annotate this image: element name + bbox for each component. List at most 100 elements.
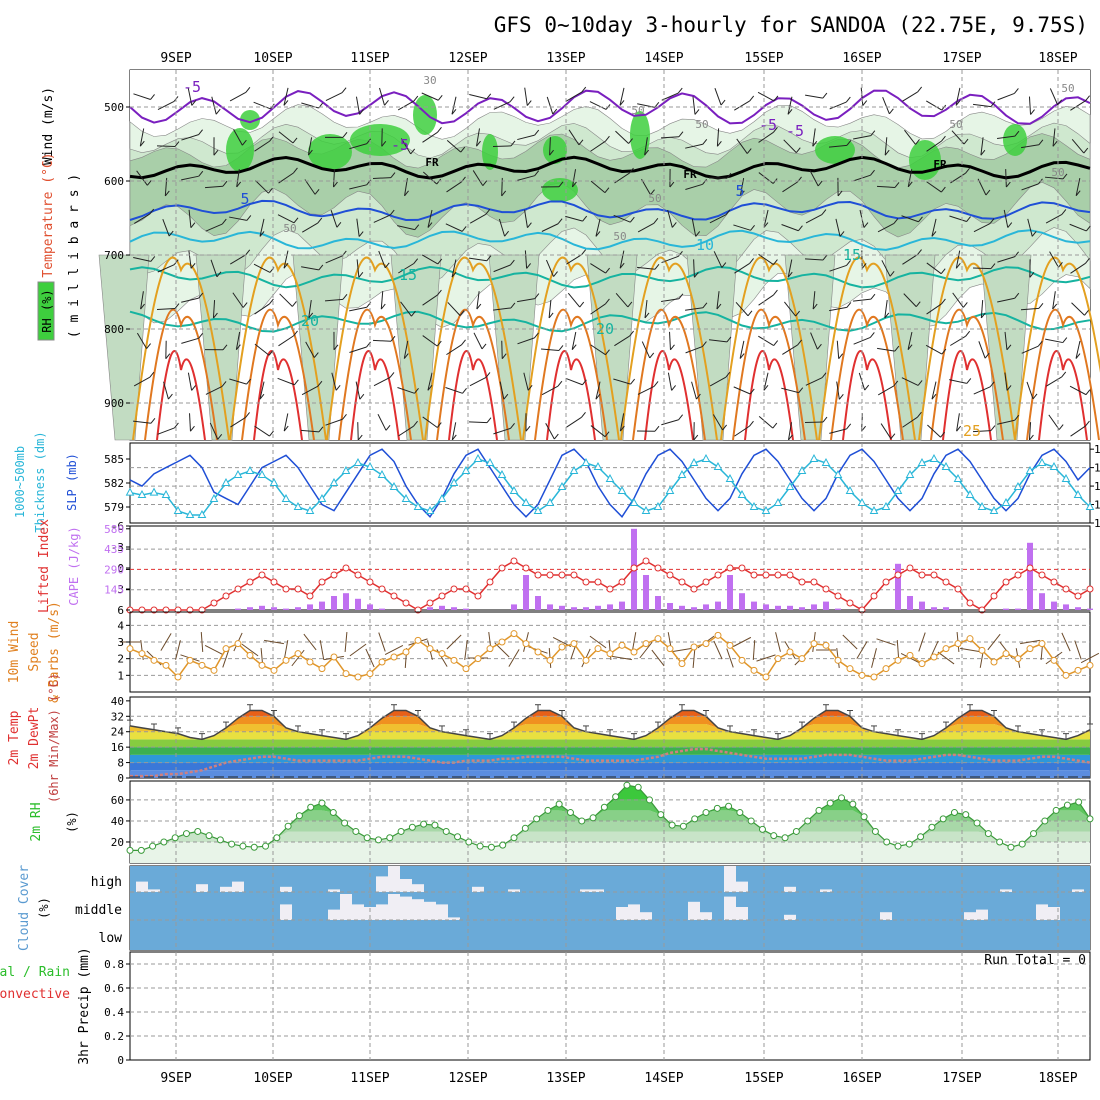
cape-bar: [331, 596, 337, 610]
middle-cloud-bar: [280, 904, 292, 920]
cape-bar: [283, 608, 289, 610]
wind-barb: [253, 101, 271, 110]
tick-label: 500: [104, 101, 124, 114]
wind-barb-flag: [1058, 261, 1063, 268]
contour-label: 50: [1051, 166, 1064, 179]
warm-contour: [534, 308, 608, 441]
wind-label: Wind (m/s): [41, 87, 56, 165]
wind-speed-marker: [282, 656, 290, 664]
wind-barb: [469, 257, 487, 262]
wind-barb-flag: [389, 372, 395, 378]
wind-barb-flag: [990, 425, 996, 431]
wind-barb-flag: [436, 178, 442, 185]
wind-barb-flag: [552, 108, 558, 115]
dewpoint-line: [130, 747, 1091, 778]
rh2m-marker: [137, 846, 145, 854]
wind-barb-flag: [366, 341, 371, 348]
thickness-marker: [989, 505, 999, 514]
cape-bar: [595, 605, 601, 610]
wind-barb: [733, 386, 751, 395]
wind-barb: [421, 92, 439, 101]
wind-barb: [398, 263, 414, 274]
thickness-marker: [593, 461, 603, 470]
wind-barb: [978, 341, 986, 359]
thickness-label-1: 1000~500mb: [13, 446, 27, 518]
rh2m-marker: [996, 838, 1004, 846]
wind-barb-flag: [839, 231, 845, 237]
wind-barb: [163, 381, 169, 400]
cape-bar: [571, 607, 577, 610]
warm-contour: [338, 308, 412, 441]
wind-barb-flag: [963, 138, 969, 145]
wind-barb: [836, 340, 840, 359]
wind-barb: [877, 347, 895, 352]
wind-barb-flag: [605, 267, 611, 274]
wind-barb: [133, 376, 151, 387]
middle-cloud-bar: [328, 909, 340, 920]
wind-barb-flag: [333, 181, 338, 188]
wind-barb: [571, 331, 577, 350]
wind-speed-marker: [810, 640, 818, 648]
wind-barb: [162, 219, 170, 237]
wind-barb-flag: [308, 312, 314, 319]
middle-cloud-bar: [964, 912, 976, 920]
cloud-level-label: high: [91, 875, 122, 890]
wind-barb-flag: [427, 384, 433, 391]
thickness-marker: [245, 465, 255, 474]
wind-barb-flag: [763, 222, 769, 228]
lifted-index-marker: [294, 585, 302, 593]
wind-barb-flag: [481, 343, 487, 350]
wind-barb: [1045, 213, 1063, 224]
wind-barb-flag: [956, 425, 961, 432]
lifted-index-marker: [1014, 571, 1022, 579]
wind-barb-flag: [504, 230, 509, 237]
cape-bar: [355, 598, 361, 610]
wind-barb: [973, 386, 991, 395]
wind-barb-flag: [1052, 303, 1058, 310]
cape-bar: [1027, 542, 1033, 610]
wind-barb-flag: [822, 416, 828, 423]
wind-barb: [325, 255, 343, 264]
wind-barb-flag: [917, 411, 922, 418]
thickness-marker: [1001, 497, 1011, 506]
wind-barb: [787, 96, 793, 115]
cape-bar: [835, 608, 841, 610]
wind-barb-flag: [245, 87, 251, 93]
wind-barb-flag: [722, 424, 728, 431]
rh2m-panel: 60 40 20: [111, 780, 1094, 864]
wind-barb-10m: [365, 648, 375, 668]
wind-speed-marker: [558, 643, 566, 651]
date-label-top: 11SEP: [350, 51, 389, 66]
wind-barb: [735, 301, 749, 317]
wind-barb: [403, 340, 409, 359]
wind-barb: [1044, 176, 1064, 180]
wind-speed-marker: [318, 665, 326, 673]
wind-barb: [1048, 414, 1060, 430]
contour-label: FR: [425, 156, 439, 169]
wind-barb: [997, 256, 1015, 263]
wind-barb: [590, 180, 606, 194]
wind-barb: [545, 422, 555, 440]
middle-cloud-bar: [436, 904, 448, 920]
wind-speed-marker: [738, 656, 746, 664]
rh2m-marker: [216, 836, 224, 844]
wind-speed-marker: [1038, 640, 1046, 648]
lifted-index-marker: [426, 599, 434, 607]
wind-barb: [134, 213, 150, 224]
wind-barb-10m: [200, 631, 204, 653]
lifted-index-marker: [690, 585, 698, 593]
lifted-index-marker: [594, 578, 602, 586]
wind-barb-flag: [893, 380, 899, 387]
wind-barb-flag: [553, 271, 558, 277]
wind-speed-marker: [330, 653, 338, 661]
wind-barb: [181, 134, 199, 141]
middle-cloud-bar: [976, 909, 988, 920]
wind-barb: [1004, 331, 1008, 350]
wind-barb: [613, 214, 631, 223]
rh2m-marker: [962, 811, 970, 819]
lifted-index-marker: [438, 592, 446, 600]
high-cloud-bar: [1072, 889, 1084, 892]
wind-barb: [709, 214, 727, 224]
wind-barb: [1070, 100, 1086, 111]
wind10m-panel: 4 3 2 1: [117, 611, 1100, 693]
